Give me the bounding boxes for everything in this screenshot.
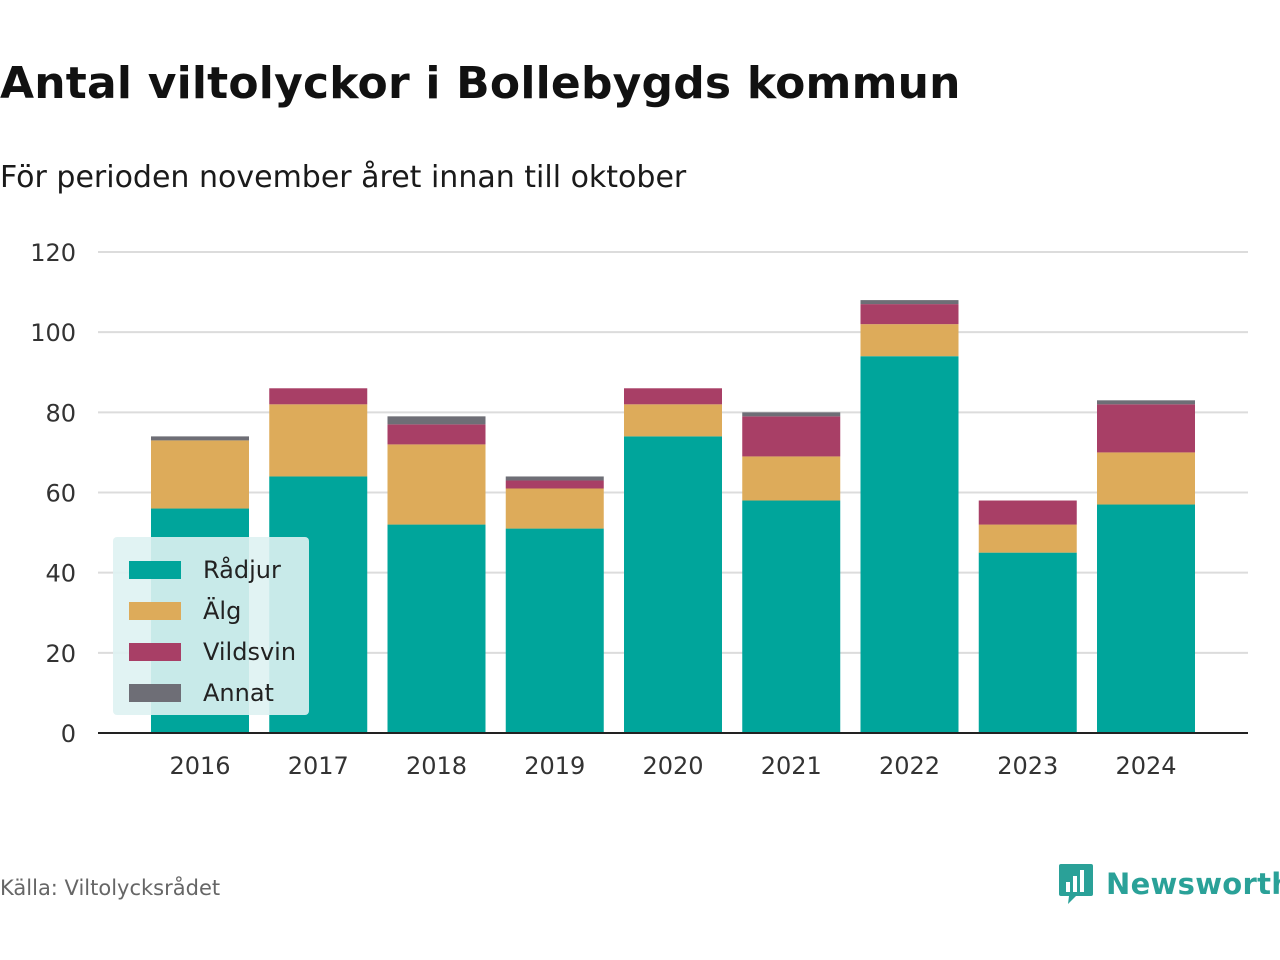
x-tick-label: 2018 — [406, 752, 467, 780]
bar-segment-rådjur — [1097, 504, 1195, 733]
y-tick-label: 80 — [45, 399, 76, 427]
bar-segment-vildsvin — [978, 500, 1077, 525]
bar-segment-älg — [1097, 452, 1195, 505]
bar-segment-annat — [151, 436, 249, 441]
bar-segment-vildsvin — [387, 424, 486, 445]
bar-segment-älg — [151, 440, 249, 509]
legend-label: Annat — [203, 678, 274, 707]
brand-logo: Newsworthy — [1058, 862, 1280, 906]
legend-label: Älg — [203, 596, 242, 625]
bar-segment-älg — [387, 444, 486, 525]
bar-segment-annat — [505, 476, 604, 481]
bar-chart-speech-bubble-icon — [1059, 864, 1093, 904]
legend-item: Annat — [129, 672, 309, 713]
bar-segment-vildsvin — [269, 388, 368, 405]
bar-segment-rådjur — [624, 436, 722, 733]
y-tick-label: 60 — [45, 480, 76, 508]
bar-segment-älg — [860, 324, 959, 357]
y-tick-label: 0 — [61, 720, 76, 748]
chart-title: Antal viltolyckor i Bollebygds kommun — [0, 58, 961, 109]
bar-segment-vildsvin — [624, 388, 722, 405]
x-tick-label: 2020 — [642, 752, 703, 780]
source-note: Källa: Viltolycksrådet — [0, 876, 221, 900]
legend-swatch — [129, 601, 181, 620]
bar-segment-rådjur — [387, 524, 486, 733]
bar-segment-vildsvin — [742, 416, 841, 457]
legend-item: Vildsvin — [129, 631, 309, 672]
x-tick-label: 2016 — [169, 752, 230, 780]
y-tick-label: 100 — [30, 319, 76, 347]
chart-subtitle: För perioden november året innan till ok… — [0, 160, 687, 195]
bar-segment-rådjur — [505, 528, 604, 733]
x-tick-label: 2019 — [524, 752, 585, 780]
x-tick-label: 2024 — [1115, 752, 1176, 780]
bar-segment-älg — [505, 488, 604, 529]
x-tick-label: 2021 — [761, 752, 822, 780]
bar-segment-annat — [1097, 400, 1195, 405]
legend-swatch — [129, 642, 181, 661]
bar-segment-rådjur — [742, 500, 841, 733]
x-tick-label: 2023 — [997, 752, 1058, 780]
axes: 0 20 40 60 80 100 120 2016 2017 2018 2019 2020 2021 2… — [30, 239, 1248, 780]
y-tick-label: 20 — [45, 640, 76, 668]
bar-segment-rådjur — [978, 552, 1077, 733]
brand-name: Newsworthy — [1106, 867, 1280, 901]
bar-segment-vildsvin — [505, 480, 604, 489]
legend-swatch — [129, 560, 181, 579]
bar-segment-annat — [387, 416, 486, 425]
y-tick-label: 120 — [30, 239, 76, 267]
legend: Rådjur Älg Vildsvin Annat — [113, 537, 309, 715]
y-tick-label: 40 — [45, 560, 76, 588]
bar-segment-annat — [742, 412, 841, 417]
bar-segment-rådjur — [860, 356, 959, 733]
bar-segment-älg — [742, 456, 841, 501]
legend-swatch — [129, 683, 181, 702]
legend-item: Rådjur — [129, 549, 309, 590]
bar-segment-annat — [860, 300, 959, 305]
bar-segment-älg — [978, 524, 1077, 553]
legend-item: Älg — [129, 590, 309, 631]
x-tick-label: 2017 — [288, 752, 349, 780]
bar-segment-vildsvin — [1097, 404, 1195, 453]
bar-segment-vildsvin — [860, 304, 959, 325]
bar-segment-älg — [624, 404, 722, 437]
x-tick-label: 2022 — [879, 752, 940, 780]
legend-label: Vildsvin — [203, 637, 297, 666]
bar-segment-älg — [269, 404, 368, 477]
legend-label: Rådjur — [203, 555, 281, 584]
